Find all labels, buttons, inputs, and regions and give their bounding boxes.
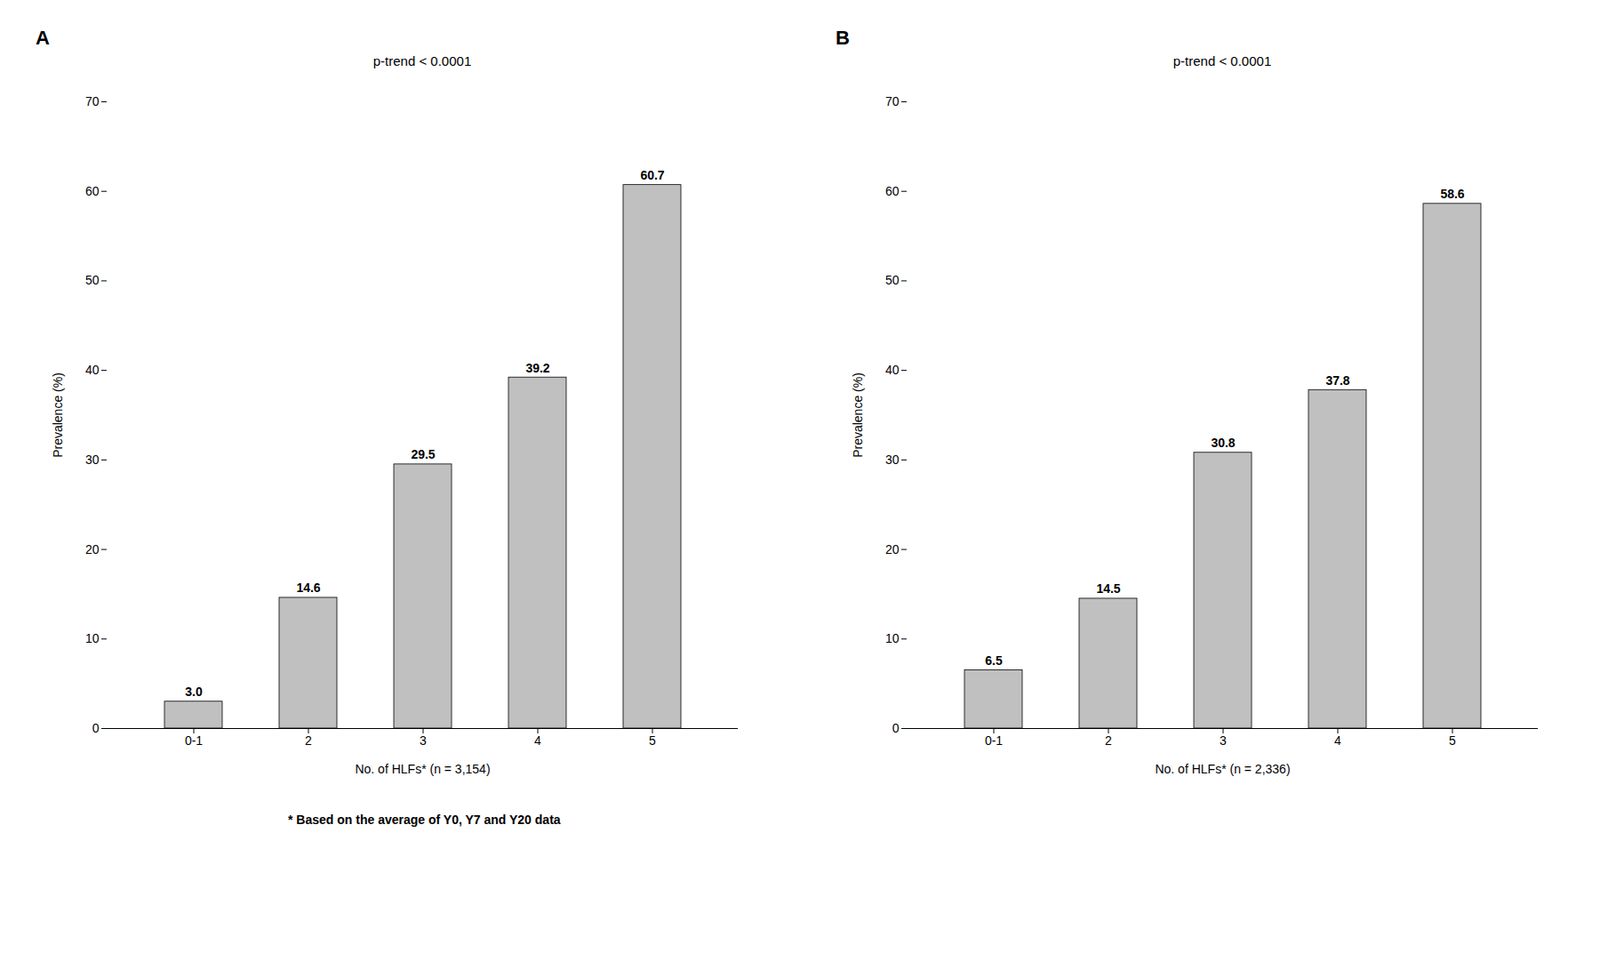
svg-text:60: 60: [85, 184, 100, 199]
svg-text:0-1: 0-1: [984, 733, 1003, 748]
svg-text:3: 3: [1219, 733, 1227, 748]
svg-text:60: 60: [885, 184, 900, 199]
svg-text:No. of HLFs* (n = 2,336): No. of HLFs* (n = 2,336): [1154, 761, 1290, 776]
svg-text:20: 20: [885, 542, 900, 557]
svg-text:0-1: 0-1: [184, 733, 203, 748]
svg-text:29.5: 29.5: [410, 447, 435, 462]
svg-text:40: 40: [85, 362, 100, 377]
svg-text:50: 50: [885, 272, 900, 288]
html-text:p-trend < 0.0001: p-trend < 0.0001: [373, 53, 472, 69]
svg-text:30.8: 30.8: [1210, 435, 1235, 450]
svg-text:2: 2: [304, 733, 312, 748]
svg-text:10: 10: [85, 631, 100, 646]
svg-text:30: 30: [885, 452, 900, 467]
svg-text:50: 50: [85, 272, 100, 288]
html-text:p-trend < 0.0001: p-trend < 0.0001: [1173, 53, 1272, 69]
svg-text:3: 3: [419, 733, 427, 748]
html-text:* Based on the average of Y0,: * Based on the average of Y0, Y7 and Y20…: [288, 812, 561, 827]
svg-text:Prevalence (%): Prevalence (%): [850, 372, 865, 458]
svg-text:5: 5: [648, 733, 656, 748]
svg-text:39.2: 39.2: [525, 360, 550, 376]
svg-text:2: 2: [1104, 733, 1112, 748]
svg-text:58.6: 58.6: [1440, 186, 1464, 201]
svg-text:20: 20: [85, 542, 100, 557]
svg-text:10: 10: [885, 631, 900, 646]
svg-text:70: 70: [85, 94, 100, 109]
svg-text:40: 40: [885, 362, 900, 377]
svg-text:4: 4: [534, 733, 542, 748]
svg-text:4: 4: [1334, 733, 1342, 748]
svg-text:14.6: 14.6: [296, 580, 320, 595]
svg-text:60.7: 60.7: [640, 168, 664, 183]
svg-text:5: 5: [1448, 733, 1456, 748]
html-text:B: B: [835, 26, 850, 49]
svg-text:30: 30: [85, 452, 100, 467]
svg-text:3.0: 3.0: [184, 684, 203, 699]
svg-text:No. of HLFs* (n = 3,154): No. of HLFs* (n = 3,154): [354, 761, 490, 776]
html-text:A: A: [35, 26, 50, 49]
svg-text:37.8: 37.8: [1325, 373, 1350, 388]
svg-text:Prevalence (%): Prevalence (%): [50, 372, 65, 458]
svg-text:0: 0: [92, 720, 100, 736]
svg-text:6.5: 6.5: [984, 653, 1003, 668]
svg-text:0: 0: [892, 720, 900, 736]
svg-text:70: 70: [885, 94, 900, 109]
svg-text:14.5: 14.5: [1096, 581, 1120, 596]
